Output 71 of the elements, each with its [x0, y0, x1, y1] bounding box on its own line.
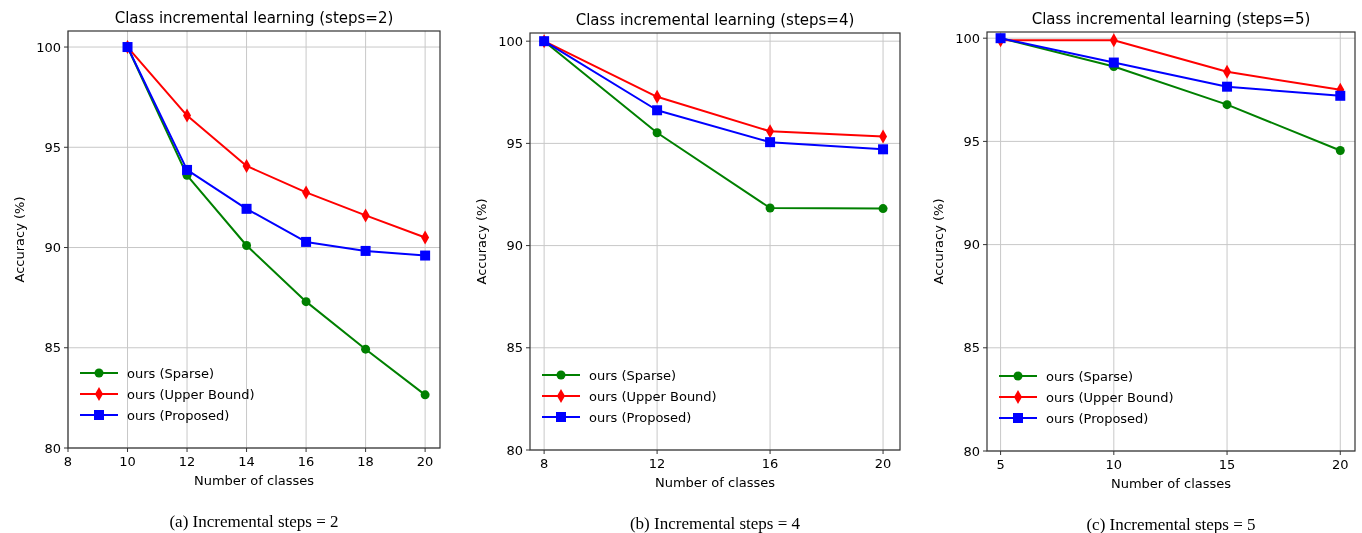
legend-label: ours (Upper Bound)	[127, 387, 255, 402]
y-tick-label: 90	[44, 240, 61, 256]
point	[361, 344, 371, 354]
x-tick-label: 16	[297, 454, 315, 469]
chart-title: Class incremental learning (steps=4)	[575, 11, 855, 29]
y-tick-label: 95	[963, 133, 980, 149]
y-tick-label: 80	[44, 440, 61, 456]
legend-label: ours (Upper Bound)	[589, 389, 717, 404]
y-tick-label: 100	[955, 30, 980, 46]
point	[420, 390, 430, 400]
point	[1222, 81, 1233, 92]
chart-title: Class incremental learning (steps=2)	[114, 9, 394, 27]
x-tick-label: 16	[761, 456, 779, 471]
y-tick-label: 90	[963, 237, 980, 253]
y-tick-label: 80	[963, 443, 980, 459]
x-axis-title: Number of classes	[1110, 476, 1232, 491]
x-axis-title: Number of classes	[193, 473, 315, 488]
x-tick-label: 15	[1218, 457, 1236, 472]
x-tick-label: 18	[357, 454, 374, 469]
y-tick-label: 85	[506, 340, 523, 356]
point	[301, 236, 312, 247]
legend-label: ours (Sparse)	[1046, 369, 1134, 384]
x-tick-label: 8	[539, 456, 549, 471]
legend-label: ours (Proposed)	[1046, 411, 1149, 426]
y-tick-label: 85	[963, 340, 980, 356]
legend-label: ours (Sparse)	[127, 366, 215, 381]
x-tick-label: 20	[874, 456, 892, 471]
x-tick-label: 5	[996, 457, 1005, 472]
chart-title: Class incremental learning (steps=5)	[1031, 10, 1311, 28]
text: (c) Incremental steps = 5	[1086, 515, 1256, 533]
x-tick-label: 14	[238, 454, 255, 469]
legend-label: ours (Upper Bound)	[1046, 390, 1174, 405]
x-tick-label: 10	[119, 454, 136, 469]
y-tick-label: 90	[506, 238, 523, 254]
point	[1222, 100, 1232, 110]
y-axis-title: Accuracy (%)	[474, 198, 489, 285]
x-tick-label: 20	[416, 454, 434, 469]
y-tick-label: 80	[506, 442, 523, 458]
point	[765, 203, 775, 213]
x-tick-label: 12	[178, 454, 196, 469]
text: (b) Incremental steps = 4	[629, 514, 801, 533]
point	[182, 164, 193, 175]
y-tick-label: 95	[506, 135, 523, 151]
point	[765, 137, 776, 148]
x-tick-label: 10	[1105, 457, 1123, 472]
x-tick-label: 8	[63, 454, 73, 469]
point	[241, 203, 252, 214]
point	[1335, 90, 1346, 101]
point	[301, 297, 311, 307]
point	[242, 241, 252, 251]
point	[360, 245, 371, 256]
legend-label: ours (Sparse)	[589, 368, 677, 383]
point	[1335, 145, 1345, 155]
y-tick-label: 100	[36, 39, 61, 55]
legend-label: ours (Proposed)	[589, 410, 692, 425]
x-tick-label: 20	[1332, 457, 1349, 472]
y-axis-title: Accuracy (%)	[931, 198, 946, 285]
y-axis-title: Accuracy (%)	[12, 196, 27, 283]
y-tick-label: 85	[44, 340, 61, 356]
y-tick-label: 95	[44, 139, 61, 155]
y-tick-label: 100	[498, 33, 523, 49]
point	[1108, 57, 1119, 68]
x-axis-title: Number of classes	[654, 475, 776, 490]
point	[652, 128, 662, 138]
point	[652, 105, 663, 116]
point	[420, 250, 431, 261]
legend-label: ours (Proposed)	[127, 408, 230, 423]
point	[878, 204, 888, 214]
text: (a) Incremental steps = 2	[169, 512, 339, 531]
point	[878, 144, 889, 155]
x-tick-label: 12	[648, 456, 666, 471]
